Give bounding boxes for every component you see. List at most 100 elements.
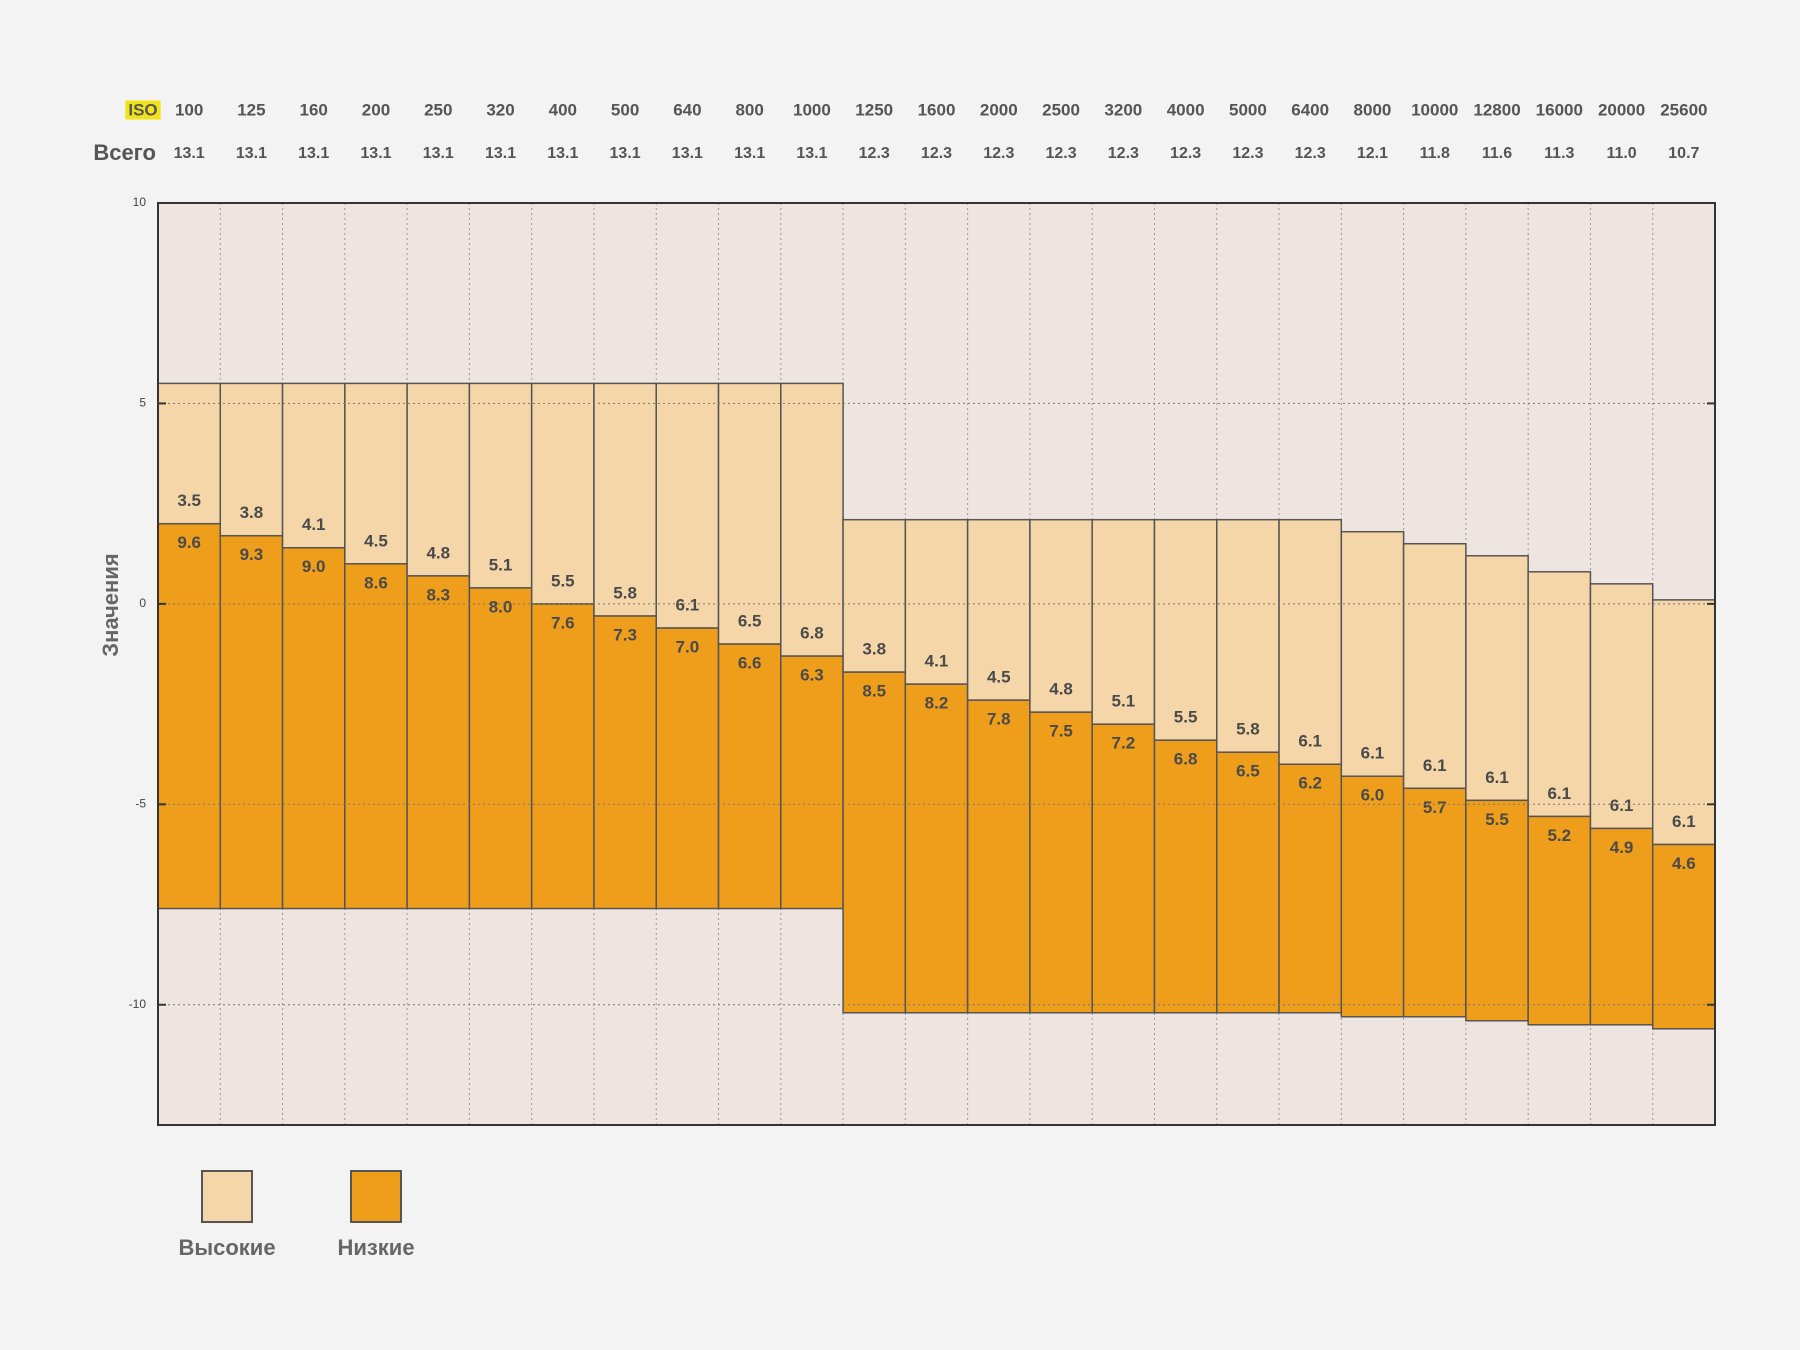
bar-high [219,382,284,537]
x-tick-label: 8000 [1354,100,1392,119]
low-value-label: 6.0 [1361,786,1385,805]
bar-high [593,382,657,617]
bar-high [1091,518,1156,725]
bar-high [344,382,408,565]
bar-low [1402,787,1467,1018]
low-value-label: 7.0 [676,637,700,656]
x-tick-label: 1600 [918,100,956,119]
total-label: 10.7 [1668,145,1699,162]
bar-low [219,534,284,910]
x-tick-label: 6400 [1291,100,1329,119]
high-value-label: 4.1 [925,652,949,671]
total-label: 12.3 [1232,145,1263,162]
low-value-label: 6.2 [1298,774,1322,793]
legend-label: Высокие [178,1235,275,1260]
bar-low [1278,763,1343,1014]
x-tick-label: 160 [300,100,328,119]
x-tick-label: 800 [735,100,763,119]
total-label: 13.1 [174,145,205,162]
low-value-label: 8.2 [925,694,949,713]
bar-low [344,563,408,910]
x-tick-label: 250 [424,100,452,119]
bar-low [1153,739,1218,1014]
total-label: 11.8 [1420,145,1450,162]
bar-low [780,655,844,910]
bar-high [530,382,595,605]
total-label: 11.6 [1482,145,1512,162]
total-label: 13.1 [796,145,827,162]
low-value-label: 7.5 [1049,722,1073,741]
total-label: 12.3 [921,145,952,162]
high-value-label: 6.1 [1672,812,1696,831]
high-value-label: 6.8 [800,623,824,642]
low-value-label: 5.5 [1485,810,1509,829]
high-value-label: 5.8 [613,583,637,602]
x-tick-label: 5000 [1229,100,1267,119]
total-label: 13.1 [236,145,267,162]
bar-low [655,627,720,910]
bar-high [1465,555,1529,802]
bar-low [1091,723,1156,1014]
high-value-label: 3.5 [177,491,201,510]
bar-low [842,671,907,1014]
low-value-label: 9.6 [177,533,201,552]
x-tick-label: 320 [486,100,514,119]
legend-swatch [350,1170,402,1223]
bar-low [281,546,346,910]
high-value-label: 6.1 [1361,744,1385,763]
total-label: 12.3 [1295,145,1326,162]
y-tick-label: 5 [139,396,146,410]
bar-low [717,643,782,910]
low-value-label: 4.9 [1610,838,1634,857]
bar-high [1278,518,1343,765]
totals-label: Всего [93,140,156,165]
x-tick-label: 640 [673,100,701,119]
x-tick-label: 3200 [1104,100,1142,119]
bar-high [1216,518,1280,753]
bar-low [157,522,222,910]
high-value-label: 3.8 [862,640,886,659]
low-value-label: 8.3 [426,585,450,604]
total-label: 11.0 [1606,145,1636,162]
bar-high [1029,518,1093,713]
total-label: 12.3 [983,145,1014,162]
high-value-label: 6.1 [676,595,700,614]
x-tick-label: 25600 [1660,100,1707,119]
x-tick-label: 125 [237,100,265,119]
total-label: 13.1 [423,145,454,162]
low-value-label: 6.8 [1174,750,1198,769]
low-value-label: 5.7 [1423,798,1447,817]
high-value-label: 6.1 [1610,796,1634,815]
bar-high [966,518,1031,701]
bar-high [655,382,720,629]
total-label: 11.3 [1544,145,1574,162]
x-tick-label: 4000 [1167,100,1205,119]
low-value-label: 7.6 [551,613,575,632]
low-value-label: 9.3 [240,545,264,564]
low-value-label: 8.6 [364,573,388,592]
total-label: 12.3 [859,145,890,162]
x-tick-label: 100 [175,100,203,119]
bar-low [904,683,969,1014]
high-value-label: 6.1 [1298,732,1322,751]
low-value-label: 6.6 [738,653,762,672]
bar-low [966,699,1031,1014]
total-label: 13.1 [672,145,703,162]
bar-high [1153,518,1218,741]
bar-low [406,575,471,910]
total-label: 13.1 [610,145,641,162]
x-tick-label: 16000 [1536,100,1583,119]
low-value-label: 8.0 [489,597,513,616]
low-value-label: 8.5 [862,682,886,701]
bar-high [1589,583,1654,830]
high-value-label: 5.8 [1236,720,1260,739]
bar-high [1651,599,1716,846]
x-tick-label: 2000 [980,100,1018,119]
bar-high [717,382,782,645]
y-tick-label: 0 [139,596,146,610]
total-label: 13.1 [298,145,329,162]
x-tick-label: 1250 [855,100,893,119]
bar-low [530,603,595,910]
x-tick-label: 12800 [1473,100,1520,119]
